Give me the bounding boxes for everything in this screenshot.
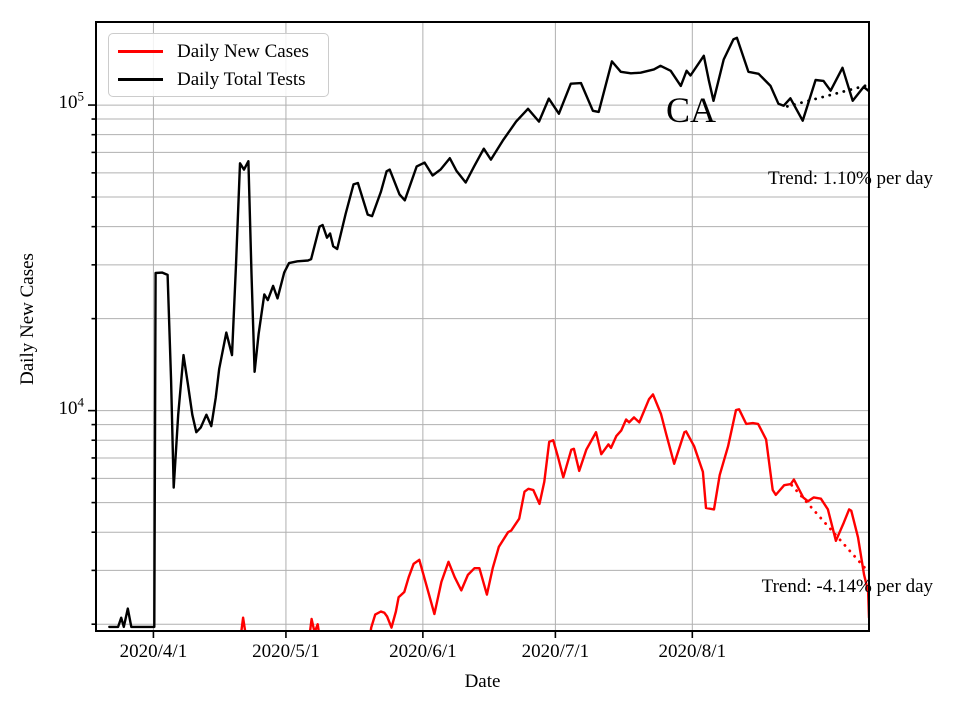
grid-layer [96,22,869,631]
legend: Daily New Cases Daily Total Tests [108,33,329,97]
legend-item-daily-total-tests: Daily Total Tests [109,65,328,93]
legend-line-sample-red [118,49,163,53]
y-axis-title: Daily New Cases [17,253,38,385]
legend-label: Daily Total Tests [177,68,306,90]
y-tick-label-1e4: 104 [58,394,85,419]
x-tick-label: 2020/7/1 [521,641,590,662]
x-tick-label: 2020/4/1 [119,641,188,662]
y-tick-label-1e5: 105 [58,88,85,113]
series-daily-total-tests [108,36,869,629]
x-tick-label: 2020/8/1 [658,641,727,662]
series-daily-new-cases [240,393,869,631]
axis-ticks [88,104,694,638]
x-axis-title: Date [464,671,501,692]
tests-trend-label: Trend: 1.10% per day [768,168,933,189]
legend-item-daily-new-cases: Daily New Cases [109,37,328,65]
trend-layer [785,83,869,574]
legend-label: Daily New Cases [177,40,309,62]
x-tick-label: 2020/5/1 [252,641,320,662]
trend-daily-new-cases [790,483,869,574]
state-annotation: CA [666,90,717,130]
legend-line-sample-black [118,77,163,81]
series-layer [108,36,869,631]
trend-daily-total-tests [785,83,869,108]
plot-border [95,21,870,632]
cases-trend-label: Trend: -4.14% per day [761,576,933,597]
x-tick-labels: 2020/4/1 2020/5/1 2020/6/1 2020/7/1 2020/8/1 [0,641,960,665]
x-tick-label: 2020/6/1 [389,641,457,662]
